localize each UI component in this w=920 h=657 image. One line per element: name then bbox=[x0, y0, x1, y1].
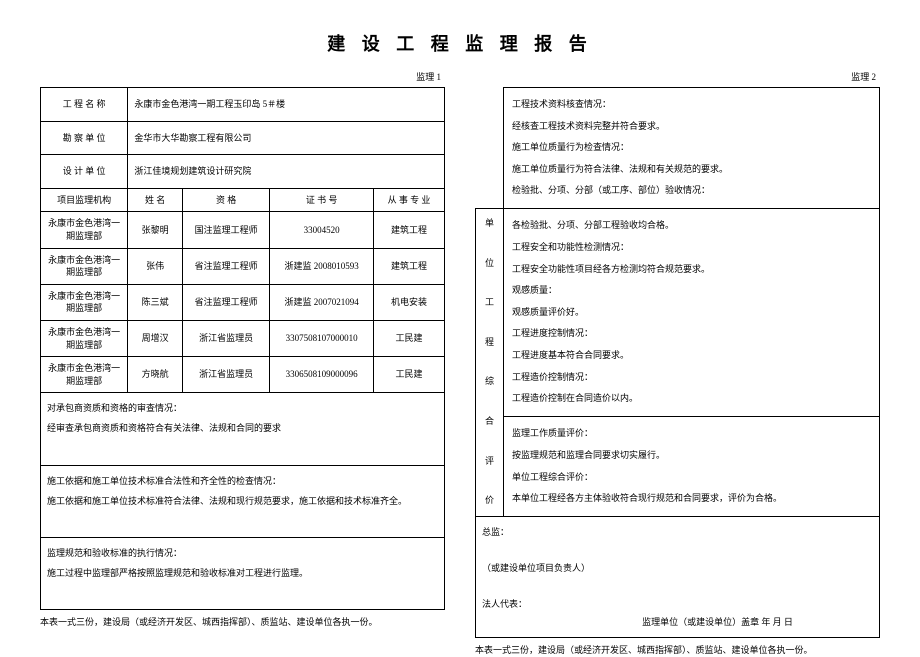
cell-org: 永康市金色港湾一期监理部 bbox=[41, 284, 128, 320]
cell-name: 张黎明 bbox=[128, 212, 183, 248]
r12: 工程进度基本符合合同要求。 bbox=[512, 345, 871, 367]
cell-major: 机电安装 bbox=[374, 284, 445, 320]
cell-org: 永康市金色港湾一期监理部 bbox=[41, 357, 128, 393]
r14: 工程造价控制在合同造价以内。 bbox=[512, 388, 871, 410]
cell-cert: 浙建监 2008010593 bbox=[270, 248, 374, 284]
r8: 工程安全功能性项目经各方检测均符合规范要求。 bbox=[512, 259, 871, 281]
cell-cert: 33004520 bbox=[270, 212, 374, 248]
right-block-top: 工程技术资料核查情况： 经核查工程技术资料完整并符合要求。 施工单位质量行为检查… bbox=[504, 88, 880, 209]
signature-block: 总监： （或建设单位项目负责人） 法人代表： 监理单位（或建设单位）盖章 年 月… bbox=[476, 516, 880, 637]
sec1-title: 对承包商资质和资格的审查情况： bbox=[47, 399, 438, 419]
stamp-line: 监理单位（或建设单位）盖章 年 月 日 bbox=[482, 613, 873, 631]
cell-name: 陈三斌 bbox=[128, 284, 183, 320]
report-title: 建 设 工 程 监 理 报 告 bbox=[40, 30, 880, 56]
cell-name: 周增汉 bbox=[128, 320, 183, 356]
r18: 本单位工程经各方主体验收符合现行规范和合同要求，评价为合格。 bbox=[512, 488, 871, 510]
cell-major: 建筑工程 bbox=[374, 248, 445, 284]
cell-name: 方晓航 bbox=[128, 357, 183, 393]
cell-org: 永康市金色港湾一期监理部 bbox=[41, 212, 128, 248]
left-page: 监理 1 工 程 名 称 永康市金色港湾一期工程玉印岛 5＃楼 勘 察 单 位 … bbox=[40, 70, 445, 630]
name-header: 姓 名 bbox=[128, 188, 183, 212]
table-row: 永康市金色港湾一期监理部 陈三斌 省注监理工程师 浙建监 2007021094 … bbox=[41, 284, 445, 320]
table-row: 永康市金色港湾一期监理部 张黎明 国注监理工程师 33004520 建筑工程 bbox=[41, 212, 445, 248]
cell-major: 建筑工程 bbox=[374, 212, 445, 248]
right-block-mid: 各检验批、分项、分部工程验收均合格。 工程安全和功能性检测情况： 工程安全功能性… bbox=[504, 208, 880, 416]
sec1-body: 经审查承包商资质和资格符合有关法律、法规和合同的要求 bbox=[47, 419, 438, 439]
r13: 工程造价控制情况： bbox=[512, 367, 871, 389]
r17: 单位工程综合评价： bbox=[512, 467, 871, 489]
page-label-right: 监理 2 bbox=[475, 70, 880, 83]
r3: 施工单位质量行为检查情况： bbox=[512, 137, 871, 159]
cell-qual: 浙江省监理员 bbox=[182, 320, 269, 356]
right-page: 监理 2 工程技术资料核查情况： 经核查工程技术资料完整并符合要求。 施工单位质… bbox=[475, 70, 880, 657]
table-row: 永康市金色港湾一期监理部 张伟 省注监理工程师 浙建监 2008010593 建… bbox=[41, 248, 445, 284]
cell-org: 永康市金色港湾一期监理部 bbox=[41, 248, 128, 284]
sec3-body: 施工过程中监理部严格按照监理规范和验收标准对工程进行监理。 bbox=[47, 564, 438, 584]
cell-major: 工民建 bbox=[374, 357, 445, 393]
r15: 监理工作质量评价： bbox=[512, 423, 871, 445]
cell-qual: 浙江省监理员 bbox=[182, 357, 269, 393]
footnote-right: 本表一式三份，建设局（或经济开发区、城西指挥部）、质监站、建设单位各执一份。 bbox=[475, 644, 880, 657]
page-label-left: 监理 1 bbox=[40, 70, 445, 83]
section-2: 施工依据和施工单位技术标准合法性和齐全性的检查情况： 施工依据和施工单位技术标准… bbox=[41, 465, 445, 537]
survey-unit: 金华市大华勘察工程有限公司 bbox=[128, 121, 445, 155]
major-header: 从 事 专 业 bbox=[374, 188, 445, 212]
r10: 观感质量评价好。 bbox=[512, 302, 871, 324]
empty-top-vcell bbox=[476, 88, 504, 209]
r2: 经核查工程技术资料完整并符合要求。 bbox=[512, 116, 871, 138]
r5: 检验批、分项、分部（或工序、部位）验收情况： bbox=[512, 180, 871, 202]
r7: 工程安全和功能性检测情况： bbox=[512, 237, 871, 259]
r11: 工程进度控制情况： bbox=[512, 323, 871, 345]
survey-unit-label: 勘 察 单 位 bbox=[41, 121, 128, 155]
section-3: 监理规范和验收标准的执行情况： 施工过程中监理部严格按照监理规范和验收标准对工程… bbox=[41, 538, 445, 610]
r9: 观感质量： bbox=[512, 280, 871, 302]
cert-header: 证 书 号 bbox=[270, 188, 374, 212]
right-block-bot: 监理工作质量评价： 按监理规范和监理合同要求切实履行。 单位工程综合评价： 本单… bbox=[504, 417, 880, 517]
sec2-body: 施工依据和施工单位技术标准符合法律、法规和现行规范要求，施工依据和技术标准齐全。 bbox=[47, 492, 438, 512]
r4: 施工单位质量行为符合法律、法规和有关规范的要求。 bbox=[512, 159, 871, 181]
right-table: 工程技术资料核查情况： 经核查工程技术资料完整并符合要求。 施工单位质量行为检查… bbox=[475, 87, 880, 638]
table-row: 永康市金色港湾一期监理部 周增汉 浙江省监理员 3307508107000010… bbox=[41, 320, 445, 356]
r16: 按监理规范和监理合同要求切实履行。 bbox=[512, 445, 871, 467]
sign-text: 总监： （或建设单位项目负责人） 法人代表： bbox=[482, 523, 873, 613]
qual-header: 资 格 bbox=[182, 188, 269, 212]
r6: 各检验批、分项、分部工程验收均合格。 bbox=[512, 215, 871, 237]
design-unit-label: 设 计 单 位 bbox=[41, 155, 128, 189]
table-row: 永康市金色港湾一期监理部 方晓航 浙江省监理员 3306508109000096… bbox=[41, 357, 445, 393]
cell-qual: 省注监理工程师 bbox=[182, 284, 269, 320]
org-header: 项目监理机构 bbox=[41, 188, 128, 212]
cell-cert: 3307508107000010 bbox=[270, 320, 374, 356]
r1: 工程技术资料核查情况： bbox=[512, 94, 871, 116]
sec2-title: 施工依据和施工单位技术标准合法性和齐全性的检查情况： bbox=[47, 472, 438, 492]
cell-org: 永康市金色港湾一期监理部 bbox=[41, 320, 128, 356]
project-name-label: 工 程 名 称 bbox=[41, 88, 128, 122]
vertical-label: 单位工程综合评价 bbox=[476, 208, 504, 516]
cell-qual: 国注监理工程师 bbox=[182, 212, 269, 248]
design-unit: 浙江佳境规划建筑设计研究院 bbox=[128, 155, 445, 189]
cell-major: 工民建 bbox=[374, 320, 445, 356]
sec3-title: 监理规范和验收标准的执行情况： bbox=[47, 544, 438, 564]
cell-cert: 3306508109000096 bbox=[270, 357, 374, 393]
cell-name: 张伟 bbox=[128, 248, 183, 284]
left-table: 工 程 名 称 永康市金色港湾一期工程玉印岛 5＃楼 勘 察 单 位 金华市大华… bbox=[40, 87, 445, 610]
section-1: 对承包商资质和资格的审查情况： 经审查承包商资质和资格符合有关法律、法规和合同的… bbox=[41, 393, 445, 465]
project-name: 永康市金色港湾一期工程玉印岛 5＃楼 bbox=[128, 88, 445, 122]
cell-qual: 省注监理工程师 bbox=[182, 248, 269, 284]
footnote-left: 本表一式三份，建设局（或经济开发区、城西指挥部）、质监站、建设单位各执一份。 bbox=[40, 616, 445, 630]
cell-cert: 浙建监 2007021094 bbox=[270, 284, 374, 320]
